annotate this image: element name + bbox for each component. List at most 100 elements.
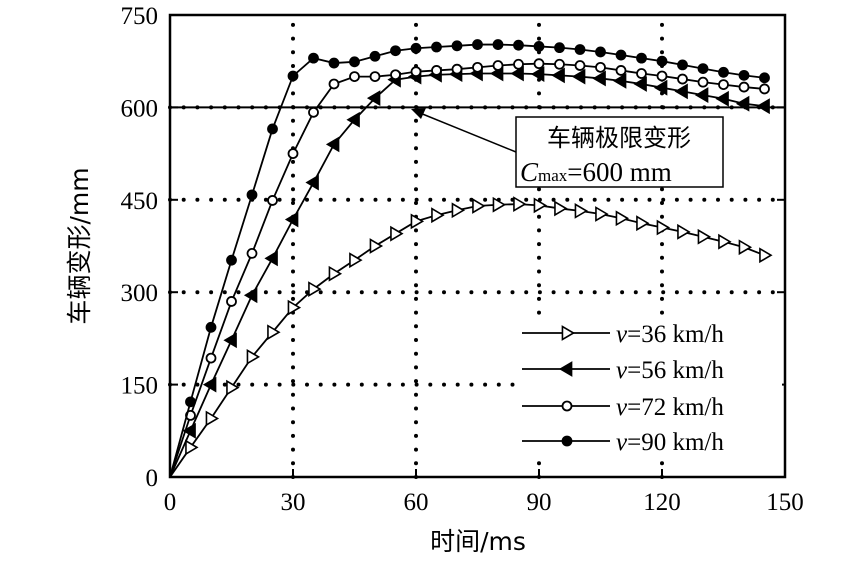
marker-circle-filled (561, 435, 573, 447)
marker-circle-open (759, 83, 770, 95)
marker-triangle-left-filled (633, 76, 647, 92)
marker-triangle-right-open (738, 239, 753, 256)
x-tick-label: 0 (164, 489, 177, 516)
marker-circle-open (636, 68, 647, 79)
marker-triangle-right-open (492, 196, 507, 213)
marker-circle-open (410, 66, 422, 78)
marker-triangle-right-open (561, 325, 576, 341)
marker-circle-filled (226, 254, 237, 266)
marker-circle-filled (185, 396, 196, 408)
marker-circle-open (328, 78, 340, 90)
legend-v: v (616, 394, 628, 421)
marker-circle-open (677, 73, 688, 85)
marker-circle-open (431, 65, 442, 76)
marker-circle-open (718, 79, 729, 91)
marker-triangle-left-filled (612, 73, 627, 89)
marker-triangle-right-open (574, 202, 589, 219)
marker-circle-open (472, 61, 483, 73)
marker-circle-filled (390, 45, 401, 57)
annotation: 车辆极限变形 Cmax=600 mm (411, 108, 724, 188)
marker-circle-filled (472, 39, 483, 50)
legend-speed: =90 km/h (627, 429, 724, 456)
series-36kmh (169, 196, 773, 478)
marker-circle-filled (369, 50, 381, 62)
series-layer (169, 39, 773, 478)
marker-triangle-right-open (697, 228, 712, 245)
marker-triangle-left-filled (243, 287, 258, 304)
marker-triangle-left-filled (530, 66, 545, 83)
marker-circle-filled (349, 56, 360, 68)
marker-triangle-right-open (328, 265, 343, 282)
marker-circle-filled (595, 46, 606, 58)
marker-circle-open (267, 195, 278, 206)
x-tick-label: 60 (404, 489, 429, 516)
marker-triangle-right-open (451, 202, 466, 219)
legend-speed: =36 km/h (627, 321, 724, 348)
marker-triangle-left-filled (223, 332, 237, 349)
marker-triangle-left-filled (756, 98, 770, 115)
marker-circle-open (656, 70, 668, 82)
y-tick-label: 750 (121, 3, 159, 30)
annotation-box (515, 116, 724, 188)
marker-circle-filled (636, 52, 647, 64)
annotation-line2: Cmax=600 mm (520, 157, 672, 187)
marker-circle-filled (328, 57, 340, 69)
marker-circle-filled (677, 59, 688, 71)
marker-circle-filled (574, 44, 586, 55)
marker-circle-filled (759, 72, 770, 84)
marker-triangle-right-open (287, 299, 302, 316)
legend-background (516, 318, 782, 458)
marker-circle-filled (410, 42, 422, 54)
legend-v: v (616, 357, 628, 384)
marker-triangle-left-filled (674, 83, 688, 100)
marker-triangle-left-filled (510, 65, 524, 82)
y-tick-label: 300 (121, 280, 159, 307)
legend-label: v=56 km/h (616, 357, 724, 384)
marker-triangle-left-filled (284, 211, 299, 228)
marker-circle-filled (615, 49, 627, 61)
marker-triangle-left-filled (346, 111, 360, 128)
marker-circle-filled (431, 41, 442, 53)
marker-circle-open (369, 71, 381, 82)
ticks: 0 30 60 90 120 150 0 150 300 450 600 750 (121, 3, 804, 516)
marker-circle-filled (492, 39, 504, 50)
marker-triangle-right-open (185, 439, 199, 456)
marker-circle-open (738, 81, 750, 93)
marker-triangle-right-open (656, 219, 671, 236)
marker-circle-open (554, 58, 565, 70)
y-tick-label: 150 (121, 373, 159, 400)
marker-triangle-left-filled (735, 95, 750, 112)
marker-circle-open (595, 61, 606, 73)
x-tick-label: 150 (766, 489, 804, 516)
marker-triangle-left-filled (694, 87, 709, 103)
marker-triangle-left-filled (558, 361, 573, 377)
legend-label: v=90 km/h (616, 429, 724, 456)
marker-circle-open (513, 58, 524, 70)
marker-circle-filled (287, 70, 299, 82)
marker-triangle-right-open (554, 200, 568, 217)
marker-circle-filled (554, 42, 565, 54)
marker-triangle-left-filled (571, 68, 586, 85)
marker-circle-filled (451, 40, 463, 52)
marker-circle-open (226, 296, 237, 307)
marker-circle-open (615, 65, 627, 76)
y-tick-label: 450 (121, 188, 159, 215)
marker-circle-filled (718, 66, 729, 78)
marker-triangle-left-filled (325, 136, 340, 153)
x-tick-label: 120 (643, 489, 681, 516)
marker-triangle-left-filled (551, 67, 565, 84)
marker-triangle-right-open (595, 206, 609, 222)
marker-circle-filled (513, 39, 524, 51)
marker-circle-open (492, 60, 504, 71)
y-tick-label: 0 (146, 465, 159, 492)
marker-circle-open (451, 63, 463, 75)
annotation-c: C (520, 157, 539, 187)
marker-circle-filled (205, 321, 217, 333)
marker-circle-open (697, 76, 709, 88)
marker-circle-open (349, 71, 360, 82)
x-axis-label: 时间/ms (430, 527, 526, 556)
marker-triangle-left-filled (653, 79, 668, 96)
marker-triangle-right-open (759, 247, 773, 264)
marker-triangle-right-open (308, 281, 322, 298)
legend-label: v=72 km/h (616, 394, 724, 421)
